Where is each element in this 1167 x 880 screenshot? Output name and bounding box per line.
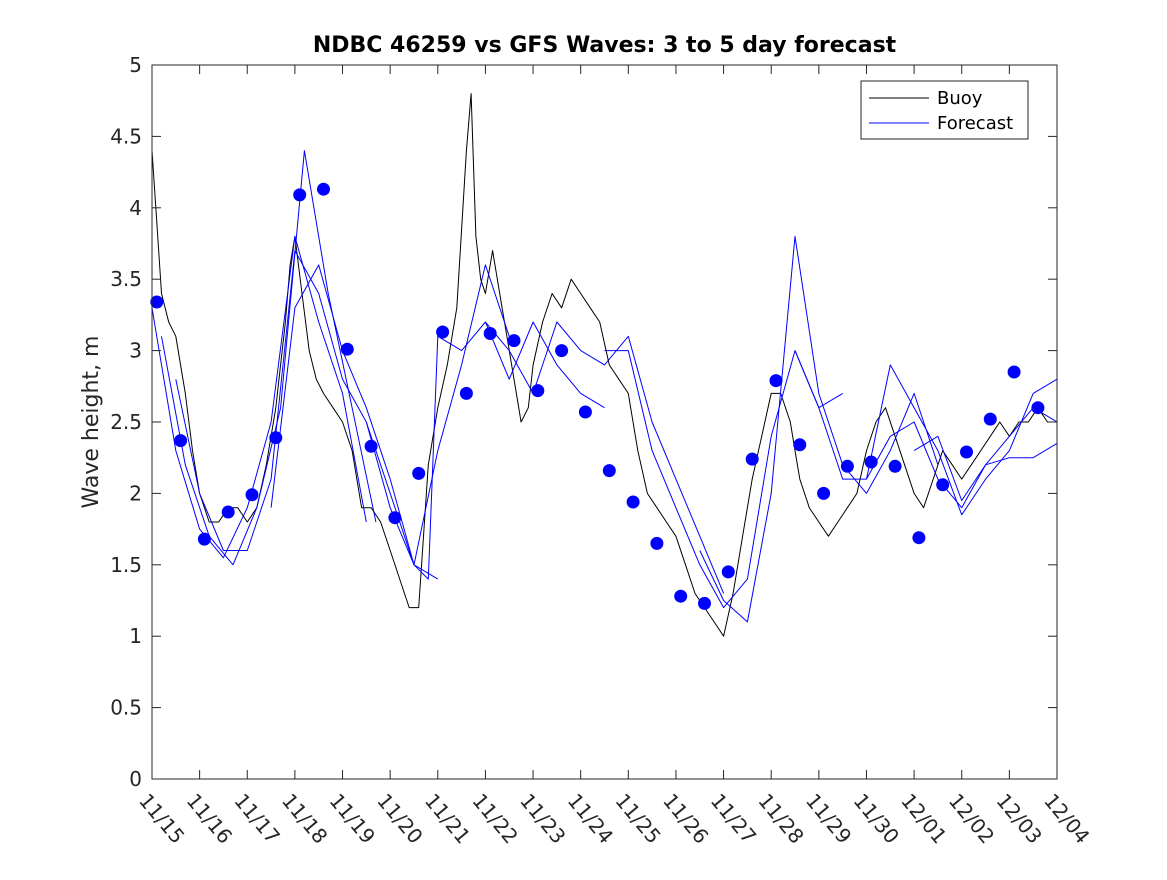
- forecast-point: [269, 431, 283, 445]
- forecast-point: [769, 374, 783, 388]
- forecast-point: [483, 327, 497, 340]
- y-tick-label: 1: [129, 624, 142, 648]
- forecast-point: [555, 344, 569, 358]
- legend-box: [860, 80, 1029, 140]
- forecast-point: [602, 464, 616, 478]
- y-tick-label: 4: [129, 196, 142, 220]
- forecast-point: [626, 495, 640, 509]
- forecast-point: [150, 295, 164, 309]
- forecast-point: [674, 589, 688, 603]
- forecast-point: [317, 182, 330, 196]
- y-tick-label: 2.5: [110, 410, 142, 434]
- forecast-line-9: [794, 350, 1057, 509]
- forecast-point: [698, 596, 711, 610]
- chart-title: NDBC 46259 vs GFS Waves: 3 to 5 day fore…: [313, 33, 897, 58]
- forecast-line-11: [913, 435, 1057, 501]
- buoy-line: [152, 93, 1057, 637]
- forecast-point: [936, 478, 950, 492]
- forecast-point: [388, 511, 402, 525]
- forecast-line-1: [152, 235, 367, 559]
- forecast-point: [531, 384, 545, 398]
- forecast-point: [174, 434, 188, 448]
- forecast-point: [293, 188, 307, 202]
- forecast-point: [793, 438, 807, 452]
- forecast-line-2: [161, 150, 377, 566]
- forecast-point: [1031, 401, 1045, 415]
- forecast-line-4: [270, 264, 510, 566]
- y-axis-label: Wave height, m: [79, 336, 104, 509]
- forecast-point: [340, 342, 354, 356]
- forecast-point: [364, 439, 378, 453]
- y-tick-label: 4.5: [110, 124, 142, 148]
- plot-area: [152, 65, 1057, 779]
- y-tick-label: 3.5: [110, 267, 142, 291]
- forecast-line-6: [485, 321, 725, 594]
- y-tick-label: 3: [129, 339, 142, 363]
- forecast-point: [650, 536, 664, 550]
- y-tick-label: 5: [129, 53, 142, 77]
- forecast-line-5: [365, 321, 605, 580]
- series-layer: [152, 93, 1057, 637]
- forecast-point: [888, 459, 902, 473]
- forecast-point: [412, 466, 426, 480]
- forecast-point: [459, 386, 473, 400]
- forecast-point: [507, 334, 521, 348]
- y-tick-label: 1.5: [110, 553, 142, 577]
- forecast-point: [745, 452, 759, 466]
- forecast-point: [864, 455, 878, 469]
- legend-label-buoy: Buoy: [937, 88, 983, 109]
- forecast-point: [912, 531, 926, 545]
- forecast-point: [1007, 365, 1021, 379]
- legend: Buoy Forecast: [860, 80, 1029, 140]
- forecast-point: [245, 488, 259, 502]
- marker-layer: [150, 182, 1045, 610]
- forecast-point: [983, 412, 997, 426]
- legend-label-forecast: Forecast: [937, 113, 1013, 134]
- forecast-point: [840, 459, 854, 473]
- y-tick-label: 0.5: [110, 696, 142, 720]
- forecast-point: [197, 532, 211, 546]
- forecast-point: [817, 486, 831, 500]
- forecast-line-10: [866, 364, 1057, 516]
- y-tick-label: 0: [129, 767, 142, 791]
- forecast-point: [721, 565, 735, 579]
- forecast-point: [436, 325, 450, 339]
- forecast-point: [960, 445, 973, 459]
- forecast-point: [578, 405, 592, 419]
- forecast-point: [221, 505, 235, 519]
- y-tick-label: 2: [129, 481, 142, 505]
- y-axis: 0 0.5 1 1.5 2 2.5 3 3.5 4 4.5 5: [110, 53, 1057, 791]
